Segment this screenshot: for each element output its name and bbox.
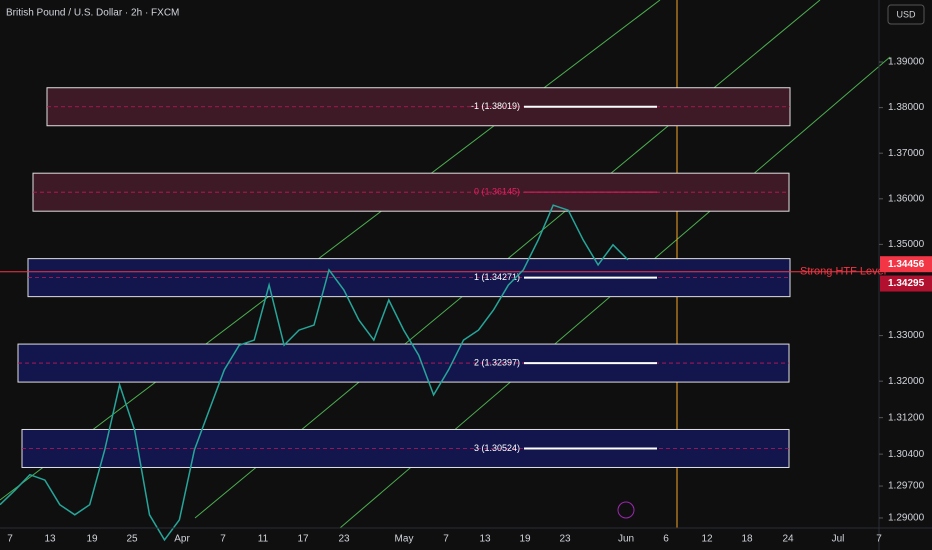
fib-label: -1 (1.38019) xyxy=(471,101,520,111)
chart-title: British Pound / U.S. Dollar · 2h · FXCM xyxy=(6,8,179,19)
y-tick-label: 1.30400 xyxy=(888,449,925,460)
x-tick-label: 7 xyxy=(876,534,882,545)
event-icon xyxy=(617,501,635,519)
x-tick-label: 18 xyxy=(741,534,753,545)
x-tick-label: 7 xyxy=(443,534,449,545)
x-tick-label: 13 xyxy=(479,534,491,545)
currency: USD xyxy=(896,9,916,19)
channel-line xyxy=(0,0,661,501)
fib-label: 0 (1.36145) xyxy=(474,187,520,197)
x-tick-label: 13 xyxy=(44,534,56,545)
y-tick-label: 1.33000 xyxy=(888,330,925,341)
price-tag-label: 1.34295 xyxy=(888,278,925,289)
y-tick-label: 1.38000 xyxy=(888,102,925,113)
price-tag-label: 1.34456 xyxy=(888,259,925,270)
x-tick-label: 24 xyxy=(782,534,794,545)
x-tick-label: Apr xyxy=(174,534,190,545)
y-tick-label: 1.39000 xyxy=(888,57,925,68)
y-tick-label: 1.36000 xyxy=(888,193,925,204)
plot-area: -1 (1.38019) 0 (1.36145) 1 (1.34271) 2 (1.3… xyxy=(0,0,891,542)
x-tick-label: 7 xyxy=(7,534,13,545)
y-tick-label: 1.32000 xyxy=(888,376,925,387)
x-tick-label: 19 xyxy=(86,534,98,545)
fib-label: 3 (1.30524) xyxy=(474,443,520,453)
x-tick-label: 11 xyxy=(258,534,269,545)
y-tick-label: 1.37000 xyxy=(888,148,925,159)
x-tick-label: May xyxy=(395,534,414,545)
fib-label: 1 (1.34271) xyxy=(474,272,520,282)
y-tick-label: 1.29700 xyxy=(888,481,925,492)
price-tag xyxy=(880,275,932,292)
x-tick-label: 12 xyxy=(701,534,713,545)
x-tick-label: 23 xyxy=(338,534,350,545)
x-tick-label: 23 xyxy=(559,534,571,545)
x-tick-label: 25 xyxy=(126,534,138,545)
currency-box xyxy=(887,4,925,25)
price-line xyxy=(0,204,629,542)
x-tick-label: 19 xyxy=(519,534,531,545)
x-tick-label: 6 xyxy=(663,534,669,545)
price-tag xyxy=(880,256,932,273)
x-tick-label: 17 xyxy=(297,534,309,545)
y-tick-label: 1.29000 xyxy=(888,513,925,524)
y-tick-label: 1.31200 xyxy=(888,412,925,423)
x-tick-label: 7 xyxy=(220,534,226,545)
fib-label: 2 (1.32397) xyxy=(474,357,520,367)
x-tick-label: Jul xyxy=(832,534,845,545)
y-tick-label: 1.35000 xyxy=(888,239,925,250)
htf-label: Strong HTF Level xyxy=(800,266,886,278)
x-tick-label: Jun xyxy=(618,534,634,545)
